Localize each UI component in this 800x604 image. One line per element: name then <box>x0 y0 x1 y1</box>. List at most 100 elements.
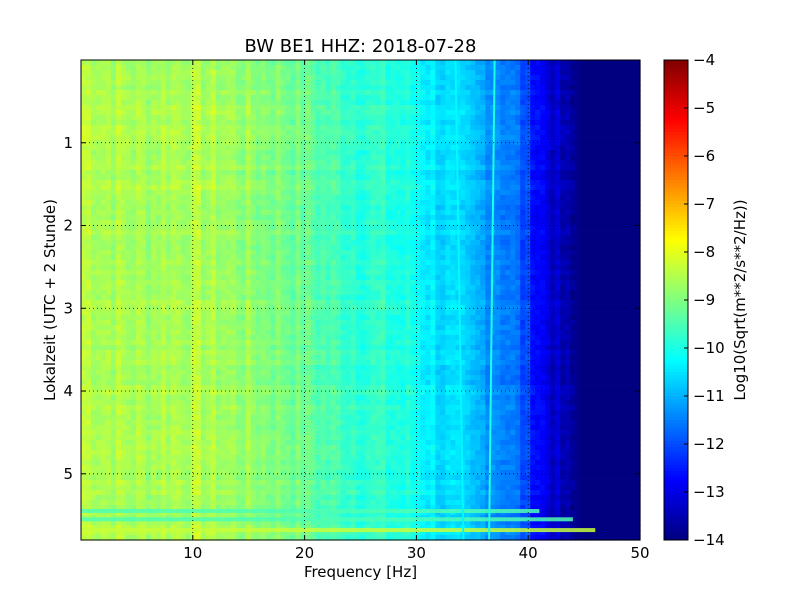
spectrogram-cell <box>245 140 252 146</box>
spectrogram-cell <box>285 105 292 111</box>
spectrogram-cell <box>240 190 247 196</box>
spectrogram-cell <box>350 185 357 191</box>
spectrogram-cell <box>405 85 412 91</box>
spectrogram-cell <box>470 275 476 281</box>
spectrogram-cell <box>345 165 352 171</box>
spectrogram-cell <box>250 240 257 246</box>
spectrogram-cell <box>110 185 117 191</box>
spectrogram-cell <box>325 70 332 76</box>
spectrogram-cell <box>265 85 272 91</box>
spectrogram-cell <box>570 135 576 141</box>
spectrogram-cell <box>450 65 456 71</box>
spectrogram-cell <box>160 80 167 86</box>
spectrogram-cell <box>635 100 641 106</box>
spectrogram-cell <box>415 95 421 101</box>
spectrogram-cell <box>265 190 272 196</box>
spectrogram-cell <box>145 140 152 146</box>
spectrogram-cell <box>345 275 352 281</box>
spectrogram-cell <box>630 175 636 181</box>
spectrogram-cell <box>570 140 576 146</box>
spectrogram-cell <box>165 90 172 96</box>
spectrogram-cell <box>360 220 367 226</box>
spectrogram-cell <box>630 250 636 256</box>
spectrogram-cell <box>205 95 212 101</box>
spectrogram-cell <box>180 135 187 141</box>
spectrogram-cell <box>410 90 416 96</box>
spectrogram-cell <box>320 225 327 231</box>
spectrogram-cell <box>295 125 302 131</box>
spectrogram-cell <box>540 180 546 186</box>
spectrogram-cell <box>355 170 362 176</box>
spectrogram-cell <box>420 175 426 181</box>
spectrogram-cell <box>390 280 397 286</box>
spectrogram-cell <box>565 175 571 181</box>
spectrogram-cell <box>250 235 257 241</box>
spectrogram-cell <box>165 120 172 126</box>
spectrogram-cell <box>610 70 616 76</box>
spectrogram-cell <box>390 220 397 226</box>
spectrogram-cell <box>515 155 521 161</box>
spectrogram-cell <box>520 240 526 246</box>
spectrogram-cell <box>125 255 132 261</box>
spectrogram-cell <box>365 120 372 126</box>
spectrogram-cell <box>245 225 252 231</box>
spectrogram-cell <box>415 130 421 136</box>
spectrogram-cell <box>315 105 322 111</box>
spectrogram-cell <box>530 100 536 106</box>
spectrogram-cell <box>265 75 272 81</box>
spectrogram-cell <box>120 115 127 121</box>
spectrogram-cell <box>110 85 117 91</box>
spectrogram-cell <box>160 210 167 216</box>
spectrogram-cell <box>340 175 347 181</box>
spectrogram-cell <box>305 65 312 71</box>
spectrogram-cell <box>430 95 436 101</box>
spectrogram-cell <box>265 225 272 231</box>
spectrogram-cell <box>240 115 247 121</box>
spectrogram-cell <box>495 120 501 126</box>
spectrogram-cell <box>400 85 407 91</box>
spectrogram-cell <box>580 265 586 271</box>
spectrogram-cell <box>115 115 122 121</box>
spectrogram-cell <box>340 120 347 126</box>
spectrogram-cell <box>225 75 232 81</box>
spectrogram-cell <box>170 65 177 71</box>
spectrogram-cell <box>190 180 197 186</box>
spectrogram-cell <box>545 265 551 271</box>
spectrogram-cell <box>195 220 202 226</box>
spectrogram-cell <box>515 220 521 226</box>
spectrogram-cell <box>285 185 292 191</box>
spectrogram-cell <box>580 235 586 241</box>
spectrogram-cell <box>615 130 621 136</box>
spectrogram-cell <box>465 110 471 116</box>
spectrogram-cell <box>540 120 546 126</box>
spectrogram-cell <box>435 225 441 231</box>
spectrogram-cell <box>325 205 332 211</box>
spectrogram-cell <box>325 245 332 251</box>
spectrogram-cell <box>610 85 616 91</box>
spectrogram-cell <box>535 235 541 241</box>
spectrogram-cell <box>365 75 372 81</box>
spectrogram-cell <box>200 210 207 216</box>
spectrogram-cell <box>110 220 117 226</box>
spectrogram-cell <box>270 190 277 196</box>
spectrogram-cell <box>245 240 252 246</box>
spectrogram-cell <box>325 150 332 156</box>
spectrogram-cell <box>295 175 302 181</box>
spectrogram-cell <box>615 275 621 281</box>
spectrogram-cell <box>95 145 102 151</box>
spectrogram-cell <box>450 155 456 161</box>
spectrogram-cell <box>370 60 377 66</box>
spectrogram-cell <box>260 175 267 181</box>
spectrogram-cell <box>630 150 636 156</box>
spectrogram-cell <box>175 220 182 226</box>
spectrogram-cell <box>340 240 347 246</box>
spectrogram-cell <box>175 120 182 126</box>
spectrogram-cell <box>205 195 212 201</box>
spectrogram-cell <box>320 185 327 191</box>
spectrogram-cell <box>445 65 451 71</box>
spectrogram-cell <box>120 60 127 66</box>
spectrogram-cell <box>240 230 247 236</box>
spectrogram-cell <box>510 115 516 121</box>
spectrogram-cell <box>370 175 377 181</box>
spectrogram-cell <box>335 175 342 181</box>
